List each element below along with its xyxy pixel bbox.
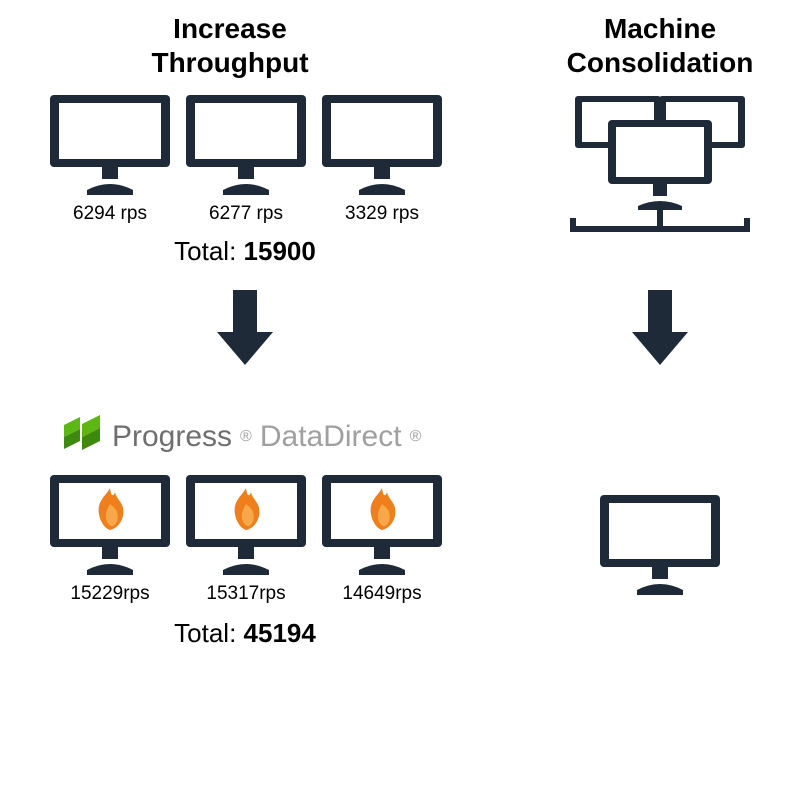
registered-mark: ® bbox=[240, 428, 252, 446]
before-total-label: Total: bbox=[174, 236, 243, 266]
after-rps-2: 15317rps bbox=[206, 583, 285, 605]
before-monitor-1: 6294 rps bbox=[45, 90, 175, 225]
before-total-value: 15900 bbox=[244, 236, 316, 266]
monitor-icon bbox=[181, 90, 311, 195]
progress-datadirect-logo: Progress ® DataDirect ® bbox=[60, 415, 421, 459]
logo-datadirect-text: DataDirect bbox=[260, 420, 402, 454]
after-monitor-1: 15229rps bbox=[45, 470, 175, 605]
after-total: Total: 45194 bbox=[130, 618, 360, 649]
left-title-line2: Throughput bbox=[151, 47, 308, 78]
left-title-line1: Increase bbox=[173, 13, 287, 44]
before-monitor-3: 3329 rps bbox=[317, 90, 447, 225]
before-rps-1: 6294 rps bbox=[73, 203, 147, 225]
before-monitor-2: 6277 rps bbox=[181, 90, 311, 225]
monitor-flame-icon bbox=[45, 470, 175, 575]
right-title-line1: Machine bbox=[604, 13, 716, 44]
after-rps-1: 15229rps bbox=[70, 583, 149, 605]
down-arrow-icon bbox=[630, 290, 690, 365]
after-monitor-2: 15317rps bbox=[181, 470, 311, 605]
progress-chevron-icon bbox=[60, 415, 104, 459]
after-total-value: 45194 bbox=[244, 618, 316, 648]
right-title-line2: Consolidation bbox=[567, 47, 754, 78]
consolidated-monitor bbox=[595, 490, 725, 600]
monitor-icon bbox=[595, 490, 725, 595]
right-section-title: Machine Consolidation bbox=[540, 12, 780, 79]
after-total-label: Total: bbox=[174, 618, 243, 648]
after-monitor-row: 15229rps 15317rps 14649rps bbox=[45, 470, 447, 605]
machine-cluster-icon bbox=[560, 90, 760, 255]
before-total: Total: 15900 bbox=[130, 236, 360, 267]
registered-mark: ® bbox=[410, 428, 422, 446]
left-section-title: Increase Throughput bbox=[80, 12, 380, 79]
logo-progress-text: Progress bbox=[112, 420, 232, 454]
before-rps-2: 6277 rps bbox=[209, 203, 283, 225]
monitor-icon bbox=[317, 90, 447, 195]
monitor-icon bbox=[45, 90, 175, 195]
before-monitor-row: 6294 rps 6277 rps 3329 rps bbox=[45, 90, 447, 225]
monitor-flame-icon bbox=[317, 470, 447, 575]
before-rps-3: 3329 rps bbox=[345, 203, 419, 225]
down-arrow-icon bbox=[215, 290, 275, 365]
monitor-flame-icon bbox=[181, 470, 311, 575]
after-rps-3: 14649rps bbox=[342, 583, 421, 605]
after-monitor-3: 14649rps bbox=[317, 470, 447, 605]
